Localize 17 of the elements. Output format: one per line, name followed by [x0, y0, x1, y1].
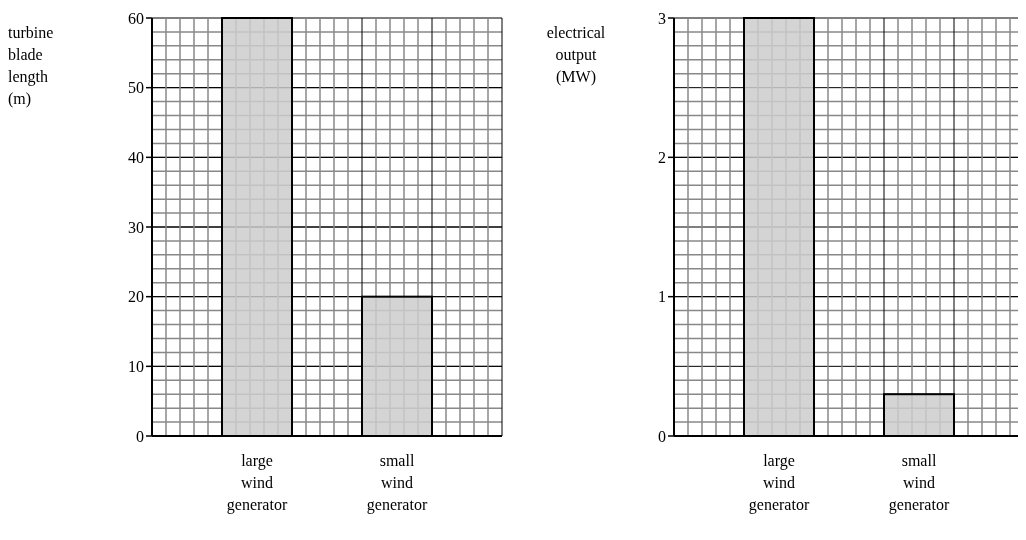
y-tick-label: 0: [136, 427, 144, 445]
y-tick-label: 2: [658, 148, 666, 166]
y-tick-label: 60: [128, 9, 144, 27]
y-tick-label: 0: [658, 427, 666, 445]
y-tick-label: 40: [128, 148, 144, 166]
y-axis-title: electrical output (MW): [546, 24, 606, 86]
x-tick-label: small wind generator: [366, 452, 428, 514]
y-tick-label: 10: [128, 357, 144, 375]
y-tick-label: 1: [658, 288, 666, 306]
y-tick-label: 20: [128, 288, 144, 306]
y-tick-label: 3: [658, 9, 666, 27]
y-axis-title: turbine blade length (m): [8, 24, 54, 108]
y-tick-label: 30: [128, 218, 144, 236]
y-tick-label: 50: [128, 79, 144, 97]
x-tick-label: large wind generator: [748, 452, 810, 514]
x-tick-label: small wind generator: [888, 452, 950, 514]
x-tick-label: large wind generator: [226, 452, 288, 514]
